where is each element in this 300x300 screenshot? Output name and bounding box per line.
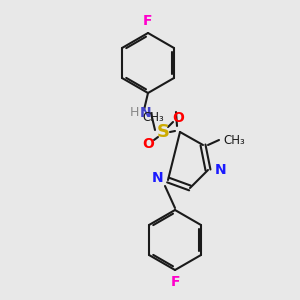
- Text: N: N: [152, 171, 163, 185]
- Text: S: S: [157, 123, 169, 141]
- Text: H: H: [129, 106, 139, 119]
- Text: F: F: [143, 14, 153, 28]
- Text: F: F: [170, 275, 180, 289]
- Text: N: N: [140, 106, 152, 120]
- Text: CH₃: CH₃: [142, 111, 164, 124]
- Text: O: O: [172, 111, 184, 125]
- Text: O: O: [142, 137, 154, 151]
- Text: CH₃: CH₃: [223, 134, 245, 146]
- Text: N: N: [215, 163, 226, 177]
